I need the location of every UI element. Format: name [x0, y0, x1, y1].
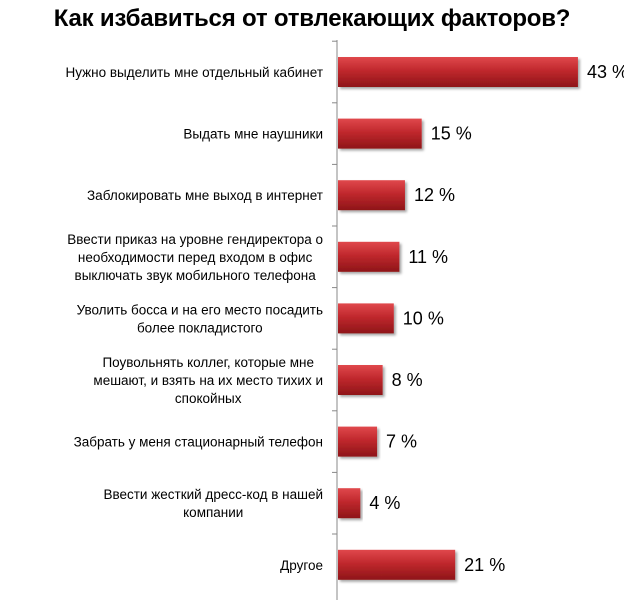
category-label: мешают, и взять на их место тихих и: [93, 373, 323, 388]
category-label: спокойных: [175, 391, 242, 406]
data-label: 4 %: [369, 493, 400, 513]
bar: [338, 426, 378, 457]
category-label: более покладистого: [137, 320, 263, 335]
category-label: Заблокировать мне выход в интернет: [87, 188, 323, 203]
category-label: Уволить босса и на его место посадить: [77, 302, 323, 317]
category-label: компании: [183, 505, 243, 520]
bar: [338, 365, 383, 395]
category-label: Забрать у меня стационарный телефон: [74, 435, 323, 450]
category-label: Выдать мне наушники: [183, 127, 323, 142]
bar: [338, 549, 456, 580]
data-label: 8 %: [392, 370, 423, 390]
data-label: 21 %: [464, 555, 505, 575]
data-label: 15 %: [431, 124, 472, 144]
category-label: Другое: [280, 558, 323, 573]
category-label: необходимости перед входом в офис: [78, 250, 313, 265]
data-label: 43 %: [587, 62, 624, 82]
category-label: Ввести приказ на уровне гендиректора о: [67, 232, 323, 247]
data-label: 12 %: [414, 185, 455, 205]
bar: [338, 180, 405, 211]
data-label: 10 %: [403, 308, 444, 328]
category-label: выключать звук мобильного телефона: [75, 268, 317, 283]
chart-title: Как избавиться от отвлекающих факторов?: [53, 5, 571, 32]
data-label: 7 %: [386, 432, 417, 452]
bar: [338, 241, 400, 272]
bar: [338, 303, 394, 334]
data-label: 11 %: [408, 247, 448, 267]
bar: [338, 57, 578, 87]
bar: [338, 488, 361, 519]
category-label: Нужно выделить мне отдельный кабинет: [65, 65, 323, 80]
category-label: Ввести жесткий дресс-код в нашей: [103, 487, 323, 502]
bar: [338, 118, 422, 149]
category-label: Поувольнять коллег, которые мне: [102, 355, 314, 370]
